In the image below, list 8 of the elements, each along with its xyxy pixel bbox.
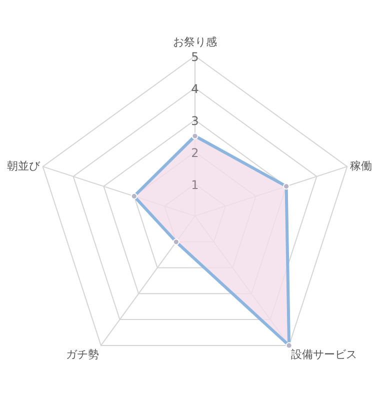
- spoke-label: お祭り感: [173, 36, 217, 49]
- spoke-label: ガチ勢: [66, 348, 100, 362]
- spoke-label: 朝並び: [6, 160, 41, 173]
- y-tick-label: 5: [191, 50, 199, 64]
- spoke-label: 設備サービス: [290, 348, 357, 362]
- y-tick-label: 4: [191, 82, 199, 96]
- spoke-label: 稼働: [350, 160, 372, 173]
- y-tick-label: 3: [191, 114, 199, 128]
